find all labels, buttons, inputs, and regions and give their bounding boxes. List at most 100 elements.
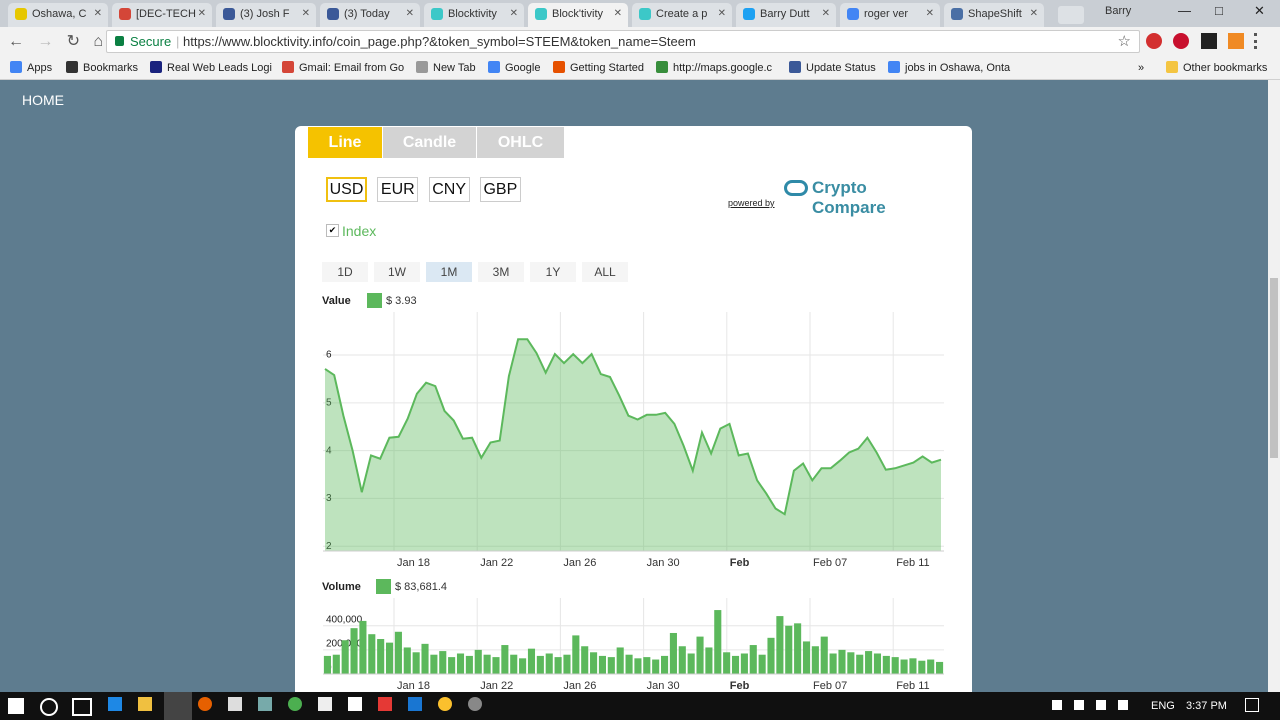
browser-tab[interactable]: roger ver ✕ (840, 3, 940, 27)
volume-bar (714, 610, 722, 674)
bookmark[interactable]: Bookmarks (66, 60, 138, 76)
volume-bar (811, 646, 819, 674)
browser-tab[interactable]: Barry Dutt ✕ (736, 3, 836, 27)
browser-tab[interactable]: Oshawa, C ✕ (8, 3, 108, 27)
profile-user[interactable]: Barry (1105, 5, 1132, 17)
bookmark[interactable]: http://maps.google.c (656, 60, 772, 76)
range-button[interactable]: 1D (322, 262, 368, 282)
x-tick-label: Jan 22 (480, 680, 513, 692)
bookmark[interactable]: jobs in Oshawa, Onta (888, 60, 1010, 76)
range-button[interactable]: 3M (478, 262, 524, 282)
language[interactable]: ENG (1151, 700, 1175, 712)
browser-tab[interactable]: Block'tivity ✕ (528, 3, 628, 27)
price-line (324, 338, 942, 516)
tab-title: Create a p (656, 8, 708, 20)
tab-close[interactable]: ✕ (93, 8, 102, 19)
browser-tab[interactable]: [DEC-TECH ✕ (112, 3, 212, 27)
volume-bar (598, 655, 606, 674)
brand: Crypto Compare powered by (728, 178, 944, 217)
browser-tab[interactable]: Blocktivity ✕ (424, 3, 524, 27)
tab-title: Block'tivity (552, 8, 603, 20)
volume-bar (510, 654, 518, 674)
bookmark[interactable]: Apps (10, 60, 52, 76)
star-icon[interactable]: ☆ (1117, 33, 1131, 50)
chart-type-tab[interactable]: Line (308, 127, 382, 158)
nav-home[interactable]: HOME (22, 92, 64, 108)
clock[interactable]: 3:37 PM (1186, 700, 1227, 712)
more-bookmarks[interactable]: » (1138, 62, 1145, 74)
tab-close[interactable]: ✕ (717, 8, 726, 19)
bookmark[interactable]: Gmail: Email from Go (282, 60, 404, 76)
bookmark[interactable]: Real Web Leads Logi (150, 60, 272, 76)
search-button[interactable] (40, 698, 58, 716)
tab-title: [DEC-TECH (136, 8, 196, 20)
window-controls: — □ ✕ (1178, 3, 1265, 18)
tab-icon (431, 8, 443, 20)
tab-close[interactable]: ✕ (405, 8, 414, 19)
tab-close[interactable]: ✕ (197, 8, 206, 19)
volume-bar (927, 659, 935, 674)
browser-tab[interactable]: ShapeShift ✕ (944, 3, 1044, 27)
legend-value: $ 3.93 (386, 295, 417, 307)
index-checkbox[interactable]: ✔ (326, 224, 339, 237)
chart-card: Line Candle OHLC USD EUR CNY GBP Crypto Compa… (295, 126, 972, 692)
volume-bar (439, 651, 447, 674)
range-button[interactable]: 1M (426, 262, 472, 282)
bookmark-label: Update Status (806, 62, 876, 74)
bookmark[interactable]: New Tab (416, 60, 476, 76)
volume-bar (554, 657, 562, 674)
y-tick-label: 4 (326, 445, 332, 456)
new-tab-button[interactable] (1058, 6, 1084, 24)
bookmark-label: Getting Started (570, 62, 644, 74)
volume-bar (936, 661, 944, 674)
tray-icons (1052, 700, 1132, 712)
volume-bar (421, 643, 429, 674)
start-button[interactable] (8, 698, 24, 714)
range-button[interactable]: 1W (374, 262, 420, 282)
currency-button[interactable]: USD (326, 177, 367, 202)
range-button[interactable]: ALL (582, 262, 628, 282)
currency-button[interactable]: EUR (377, 177, 419, 202)
volume-bar (882, 655, 890, 674)
index-label[interactable]: Index (342, 223, 377, 239)
bookmark[interactable]: Google (488, 60, 540, 76)
range-button[interactable]: 1Y (530, 262, 576, 282)
volume-bar (687, 653, 695, 674)
taskbar-apps (104, 692, 494, 720)
browser-tab[interactable]: (3) Today ✕ (320, 3, 420, 27)
volume-bar (403, 647, 411, 674)
powered-by[interactable]: powered by (728, 198, 775, 208)
volume-bar (616, 647, 624, 674)
bookmark[interactable]: Getting Started (553, 60, 644, 76)
x-tick-label: Feb (730, 557, 750, 569)
scrollbar[interactable] (1268, 80, 1280, 692)
task-view[interactable] (72, 698, 92, 716)
currency-button[interactable]: GBP (479, 177, 521, 202)
currency-button[interactable]: CNY (428, 177, 470, 202)
volume-bar (625, 654, 633, 674)
web-page: HOME Line Candle OHLC USD EUR CNY GBP Crypto … (0, 80, 1268, 692)
bookmark[interactable]: Update Status (789, 60, 876, 76)
browser-tab[interactable]: Create a p ✕ (632, 3, 732, 27)
chart-type-tab[interactable]: Candle (383, 127, 476, 158)
volume-bar (465, 655, 473, 674)
tab-close[interactable]: ✕ (821, 8, 830, 19)
browser-tab[interactable]: (3) Josh F ✕ (216, 3, 316, 27)
tab-icon (847, 8, 859, 20)
chart-type-tab[interactable]: OHLC (477, 127, 564, 158)
tab-title: Oshawa, C (32, 8, 87, 20)
notifications[interactable] (1245, 698, 1259, 712)
nav-buttons[interactable]: ← → ↻ ⌂ (8, 33, 104, 50)
tab-title: ShapeShift (968, 8, 1022, 20)
other-bookmarks[interactable]: Other bookmarks (1166, 60, 1267, 76)
omnibox[interactable]: Secure | https://www.blocktivity.info/co… (106, 30, 1140, 53)
tab-close[interactable]: ✕ (1029, 8, 1038, 19)
tab-close[interactable]: ✕ (925, 8, 934, 19)
x-tick-label: Jan 18 (397, 557, 430, 569)
tab-close[interactable]: ✕ (301, 8, 310, 19)
tab-close[interactable]: ✕ (613, 8, 622, 19)
volume-bar (794, 623, 802, 674)
bookmarks-bar: Apps Bookmarks Real Web Leads Logi Gmail: E… (0, 57, 1280, 80)
bookmark-label: http://maps.google.c (673, 62, 773, 74)
tab-close[interactable]: ✕ (509, 8, 518, 19)
